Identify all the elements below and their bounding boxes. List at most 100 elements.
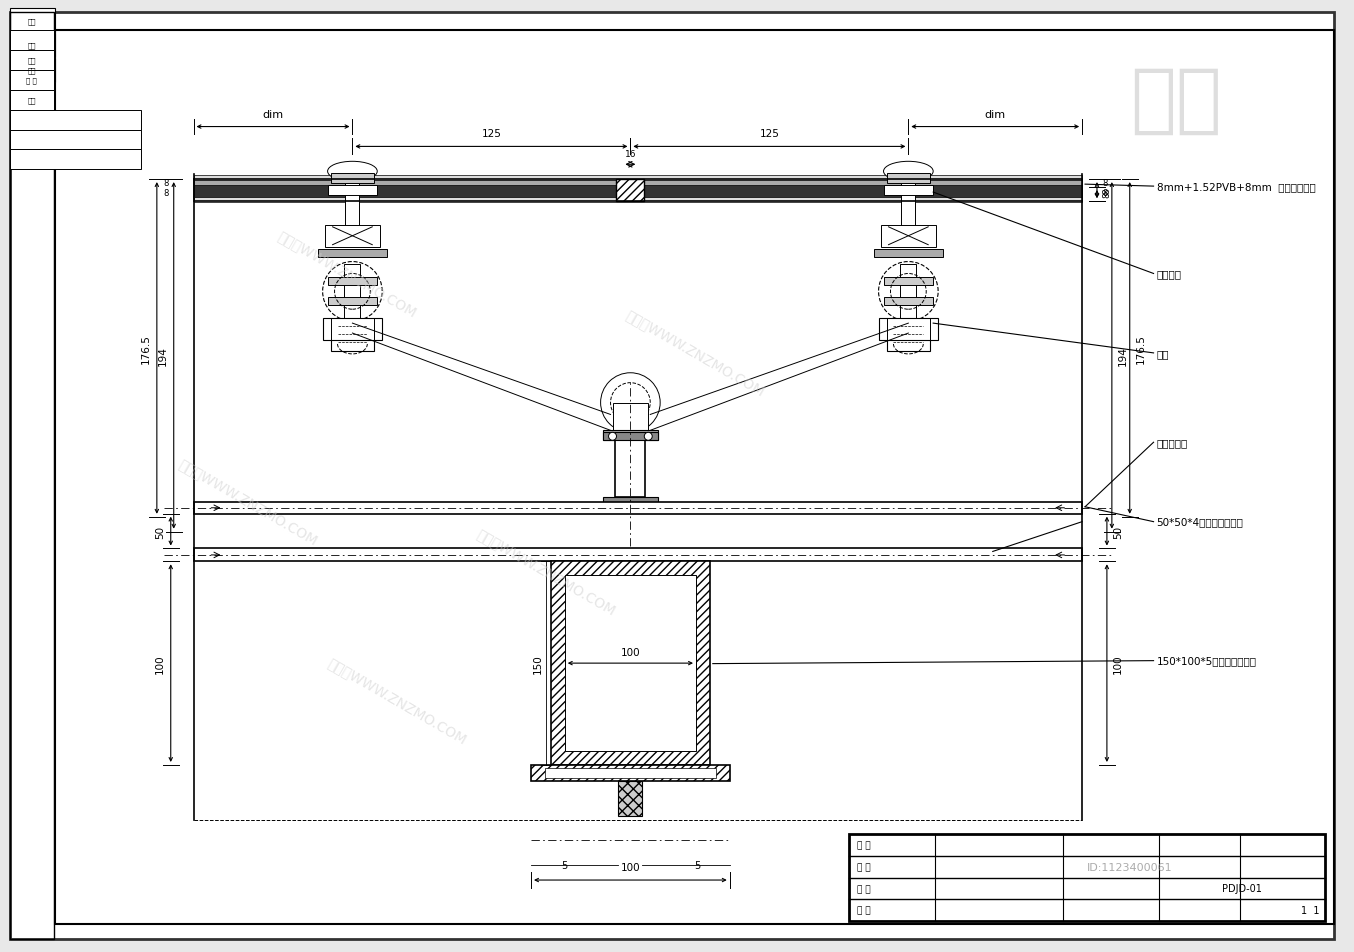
Text: 知末网WWW.ZNZMO.COM: 知末网WWW.ZNZMO.COM (325, 655, 468, 746)
Text: 制图: 制图 (27, 97, 37, 104)
Text: 知末网WWW.ZNZMO.COM: 知末网WWW.ZNZMO.COM (623, 308, 766, 399)
Ellipse shape (328, 162, 378, 182)
Circle shape (601, 373, 661, 433)
Text: 150*100*5钢管（通长管）: 150*100*5钢管（通长管） (1156, 656, 1257, 666)
Bar (551, 562, 709, 765)
Bar (9, 13, 54, 939)
Bar (616, 180, 645, 202)
Bar (9, 10, 54, 33)
Bar (902, 184, 915, 228)
Bar (194, 503, 1082, 514)
Bar (9, 90, 54, 110)
Text: 校 对: 校 对 (857, 905, 871, 915)
Text: 194: 194 (158, 347, 168, 366)
Bar (531, 765, 730, 781)
Bar (325, 226, 380, 248)
Bar (616, 441, 646, 497)
Bar (565, 576, 696, 751)
Text: 125: 125 (482, 129, 501, 139)
Circle shape (608, 433, 616, 441)
Text: 8: 8 (1102, 192, 1110, 198)
Bar (546, 768, 716, 778)
Bar (9, 130, 141, 150)
Text: 100: 100 (154, 654, 165, 673)
Bar (9, 110, 141, 130)
Text: 100: 100 (620, 863, 640, 872)
Bar (603, 433, 658, 441)
Bar (9, 31, 54, 51)
Text: 5: 5 (561, 861, 567, 870)
Text: 制图: 制图 (28, 18, 37, 25)
Text: 176.5: 176.5 (1136, 333, 1145, 364)
Bar (330, 322, 374, 351)
Text: 194: 194 (1118, 347, 1128, 366)
Text: 100: 100 (620, 647, 640, 658)
Bar (194, 198, 1082, 203)
Text: 8: 8 (1102, 188, 1110, 194)
Text: 8: 8 (1102, 179, 1108, 188)
Text: 150: 150 (533, 654, 543, 673)
Bar (328, 298, 378, 306)
Bar (194, 186, 1082, 198)
Text: 8: 8 (1102, 188, 1108, 198)
Text: 8mm+1.52PVB+8mm  钢化夹胶玻璃: 8mm+1.52PVB+8mm 钢化夹胶玻璃 (1156, 182, 1315, 192)
Text: ID:1123400061: ID:1123400061 (1087, 862, 1173, 872)
Text: dim: dim (263, 109, 283, 120)
Text: 8: 8 (164, 188, 169, 198)
Bar (9, 70, 54, 90)
Bar (318, 249, 387, 257)
Bar (887, 174, 930, 184)
Bar (9, 34, 54, 58)
Bar (194, 549, 1082, 562)
Bar (194, 176, 1082, 181)
Text: 图号: 图号 (28, 68, 37, 74)
Text: 8: 8 (164, 179, 169, 188)
Text: dim: dim (984, 109, 1006, 120)
Bar (328, 278, 378, 287)
Bar (9, 51, 54, 70)
Bar (880, 226, 936, 248)
Bar (322, 319, 382, 341)
Bar (612, 403, 649, 433)
Bar (887, 322, 930, 351)
Bar (9, 59, 54, 83)
Text: 176.5: 176.5 (141, 333, 150, 364)
Bar (194, 181, 1082, 186)
Ellipse shape (884, 162, 933, 182)
Text: PDJD-01: PDJD-01 (1221, 883, 1262, 893)
Text: 驳接爪组件: 驳接爪组件 (1156, 438, 1187, 447)
Bar (884, 278, 933, 287)
Text: 50*50*4钢管（通长管）: 50*50*4钢管（通长管） (1156, 517, 1243, 527)
Bar (194, 180, 1082, 200)
Bar (330, 174, 374, 184)
Text: 知末网WWW.ZNZMO.COM: 知末网WWW.ZNZMO.COM (176, 457, 320, 547)
Bar (900, 265, 917, 320)
Text: 125: 125 (760, 129, 780, 139)
Text: 知末: 知末 (1131, 64, 1223, 138)
Text: 比例: 比例 (28, 43, 37, 50)
Text: 100: 100 (1113, 654, 1122, 673)
Text: 1  1: 1 1 (1301, 905, 1320, 915)
Text: 50: 50 (1113, 525, 1122, 538)
Text: 驳接: 驳接 (1156, 348, 1169, 359)
Bar (345, 184, 359, 228)
Bar (619, 781, 642, 816)
Bar (9, 150, 141, 170)
Circle shape (645, 433, 653, 441)
Text: 5: 5 (693, 861, 700, 870)
Text: 图号: 图号 (27, 58, 37, 65)
Bar (344, 265, 360, 320)
Text: 知末网WWW.ZNZMO.COM: 知末网WWW.ZNZMO.COM (474, 526, 617, 617)
Text: 50: 50 (154, 525, 165, 538)
Bar (884, 298, 933, 306)
Text: 设 计: 设 计 (857, 883, 871, 893)
Bar (849, 835, 1326, 921)
Bar (603, 431, 658, 441)
Text: 图 号: 图 号 (857, 841, 871, 850)
Bar (879, 319, 938, 341)
Bar (884, 186, 933, 196)
Text: 预埋螺栓: 预埋螺栓 (1156, 269, 1182, 279)
Text: 知末网WWW.ZNZMO.COM: 知末网WWW.ZNZMO.COM (276, 228, 420, 320)
Bar (328, 186, 378, 196)
Text: 16: 16 (624, 150, 636, 159)
